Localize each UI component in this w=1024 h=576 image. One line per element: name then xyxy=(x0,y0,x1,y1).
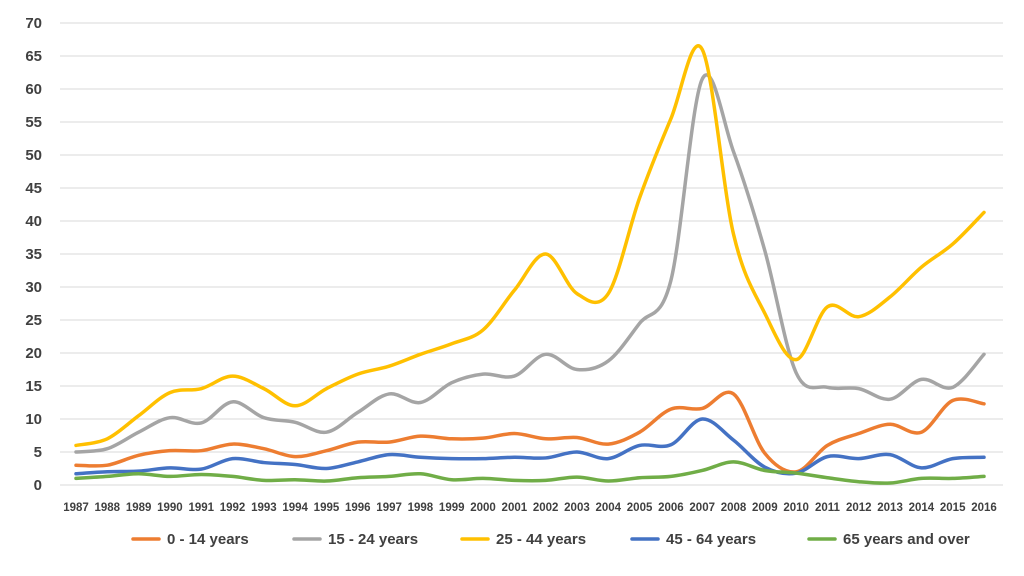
y-tick-label: 60 xyxy=(25,81,42,98)
x-tick-label: 2011 xyxy=(815,502,841,514)
x-tick-label: 2009 xyxy=(752,502,778,514)
y-tick-label: 55 xyxy=(25,114,42,131)
y-tick-label: 20 xyxy=(25,345,42,362)
y-tick-label: 45 xyxy=(25,180,42,197)
x-tick-label: 2003 xyxy=(564,502,590,514)
x-tick-label: 2014 xyxy=(909,502,935,514)
legend-label-45-64-years: 45 - 64 years xyxy=(666,531,756,548)
x-tick-label: 1993 xyxy=(251,502,277,514)
y-tick-label: 10 xyxy=(25,411,42,428)
x-tick-label: 2006 xyxy=(658,502,684,514)
series-line-65-years-and-over xyxy=(74,460,986,485)
x-tick-label: 1996 xyxy=(345,502,371,514)
x-tick-label: 1994 xyxy=(282,502,308,514)
legend: 0 - 14 years 15 - 24 years 25 - 44 years 45… xyxy=(131,531,970,548)
y-tick-label: 50 xyxy=(25,147,42,164)
x-tick-label: 2005 xyxy=(627,502,653,514)
x-tick-label: 1989 xyxy=(126,502,152,514)
x-tick-label: 1990 xyxy=(157,502,183,514)
y-tick-label: 15 xyxy=(25,378,42,395)
x-tick-label: 2004 xyxy=(595,502,621,514)
series-line-15-24-years xyxy=(74,73,986,454)
legend-label-15-24-years: 15 - 24 years xyxy=(328,531,418,548)
series-line-0-14-years xyxy=(74,390,986,474)
x-tick-label: 1988 xyxy=(95,502,121,514)
legend-label-0-14-years: 0 - 14 years xyxy=(167,531,249,548)
y-tick-label: 65 xyxy=(25,48,42,65)
y-tick-label: 5 xyxy=(34,444,42,461)
x-tick-label: 1999 xyxy=(439,502,465,514)
y-tick-label: 35 xyxy=(25,246,42,263)
x-tick-label: 2002 xyxy=(533,502,559,514)
x-tick-label: 1991 xyxy=(188,502,214,514)
x-tick-label: 2013 xyxy=(877,502,903,514)
y-tick-label: 30 xyxy=(25,279,42,296)
y-tick-label: 0 xyxy=(34,477,42,494)
series-lines xyxy=(74,44,986,485)
y-tick-label: 40 xyxy=(25,213,42,230)
x-axis-tick-labels: 1987 1988 1989 1990 1991 1992 1993 1994 1995 1996… xyxy=(63,502,997,514)
y-axis-tick-labels: 0 5 10 15 20 25 30 35 40 45 50 55 60 65 70 xyxy=(25,15,42,494)
x-tick-label: 1987 xyxy=(63,502,89,514)
x-tick-label: 2001 xyxy=(502,502,528,514)
series-line-45-64-years xyxy=(74,417,986,476)
x-tick-label: 2008 xyxy=(721,502,747,514)
legend-label-25-44-years: 25 - 44 years xyxy=(496,531,586,548)
x-tick-label: 1997 xyxy=(376,502,402,514)
x-tick-label: 2015 xyxy=(940,502,966,514)
series-line-25-44-years xyxy=(74,44,986,448)
x-tick-label: 2012 xyxy=(846,502,872,514)
x-tick-label: 1995 xyxy=(314,502,340,514)
x-tick-label: 2000 xyxy=(470,502,496,514)
y-tick-label: 70 xyxy=(25,15,42,32)
legend-label-65-years-and-over: 65 years and over xyxy=(843,531,970,548)
y-tick-label: 25 xyxy=(25,312,42,329)
x-tick-label: 2016 xyxy=(971,502,997,514)
gridlines xyxy=(60,22,1003,486)
x-tick-label: 2007 xyxy=(689,502,715,514)
x-tick-label: 1992 xyxy=(220,502,246,514)
x-tick-label: 1998 xyxy=(408,502,434,514)
x-tick-label: 2010 xyxy=(783,502,809,514)
